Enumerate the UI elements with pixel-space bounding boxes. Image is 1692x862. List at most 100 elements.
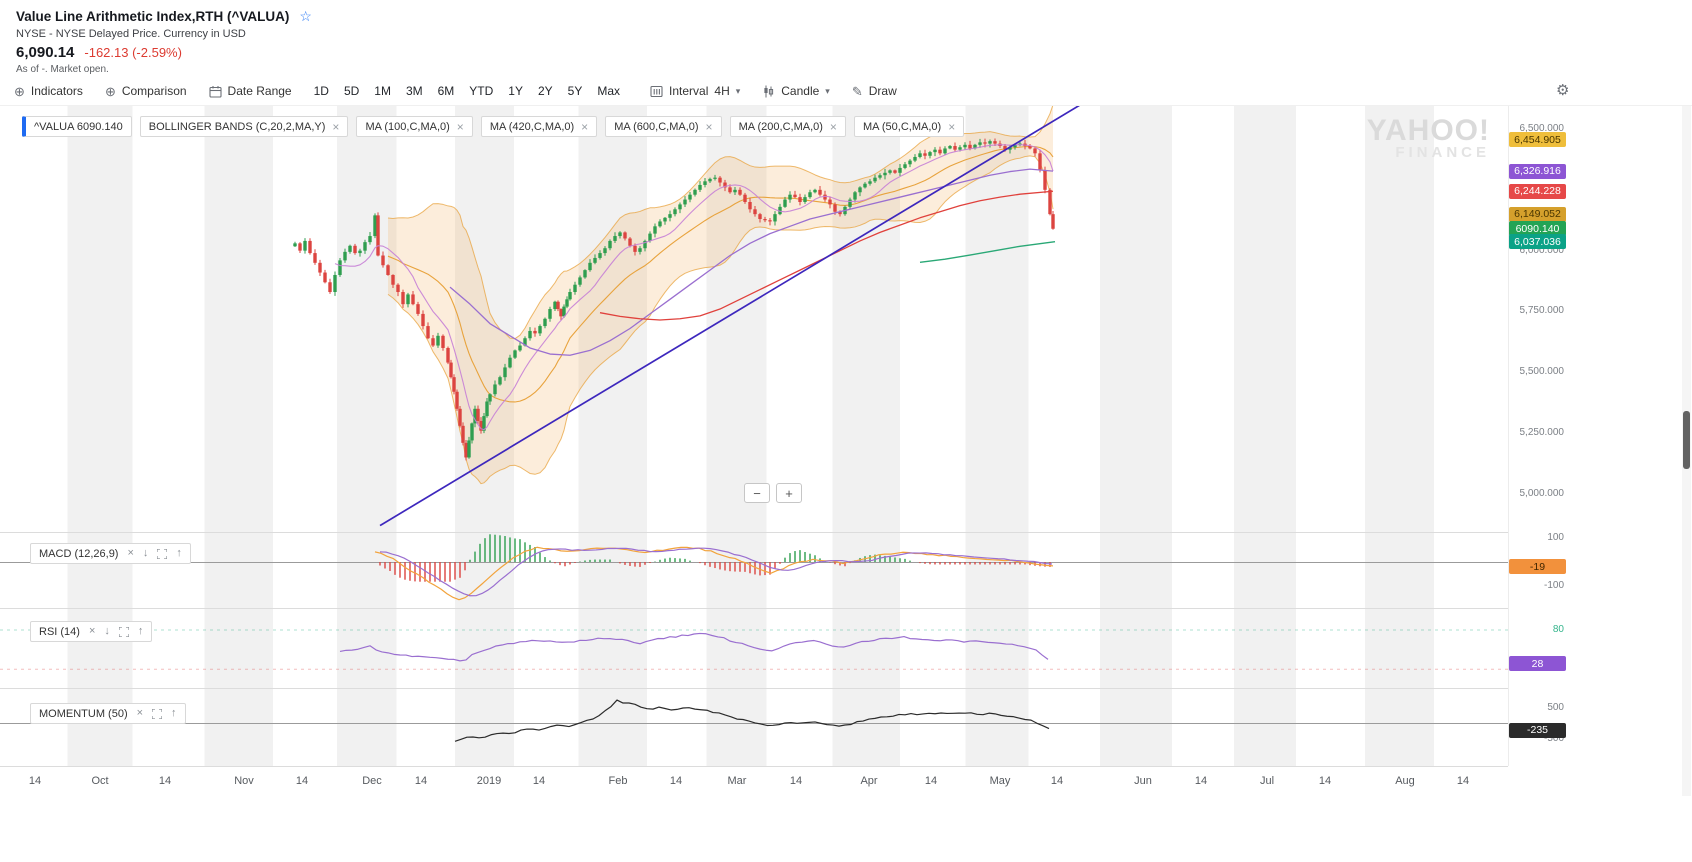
expand-icon[interactable] — [152, 708, 163, 719]
candles — [293, 138, 1055, 461]
axis-badge: 6,149.052 — [1509, 206, 1566, 222]
comparison-label: Comparison — [121, 84, 187, 98]
range-buttons: 1D 5D 1M 3M 6M YTD 1Y 2Y 5Y Max — [314, 84, 620, 98]
close-icon[interactable]: × — [581, 119, 589, 134]
macd-pill[interactable]: MACD (12,26,9) × ↓ ↑ — [30, 543, 191, 564]
x-axis-tick: 14 — [1195, 775, 1207, 787]
chevron-down-icon: ▾ — [735, 85, 741, 96]
indicator-pill[interactable]: MA (50,C,MA,0) × — [853, 116, 965, 137]
close-icon[interactable]: × — [456, 119, 464, 134]
move-up-icon[interactable]: ↑ — [137, 625, 144, 637]
current-price: 6,090.14 — [16, 44, 75, 61]
close-icon[interactable]: × — [705, 119, 713, 134]
candle-icon — [762, 85, 775, 98]
expand-icon[interactable] — [118, 626, 129, 637]
indicator-pill[interactable]: MA (100,C,MA,0) × — [356, 116, 473, 137]
zoom-out-button[interactable]: − — [744, 483, 770, 503]
settings-gear-icon[interactable]: ⚙ — [1556, 82, 1570, 99]
vertical-scrollbar[interactable] — [1682, 106, 1691, 796]
chart-canvas[interactable]: 14 Oct 14 Nov 14 Dec 14 2019 14 Feb 14 Mar 14 Apr 14 Ma… — [0, 106, 1692, 796]
axis-badge: 28 — [1509, 656, 1566, 672]
x-axis-tick: 14 — [533, 775, 545, 787]
momentum-pill[interactable]: MOMENTUM (50) × ↑ — [30, 703, 186, 724]
axis-label: -500 — [1543, 732, 1564, 744]
indicator-pill-label: BOLLINGER BANDS (C,20,2,MA,Y) — [148, 120, 326, 133]
indicator-pill[interactable]: BOLLINGER BANDS (C,20,2,MA,Y) × — [139, 116, 349, 137]
rsi-pane — [0, 629, 1508, 670]
move-down-icon[interactable]: ↓ — [142, 547, 149, 559]
symbol-pill[interactable]: ^VALUA 6090.140 — [22, 116, 132, 137]
x-axis-tick: 14 — [296, 775, 308, 787]
x-axis-tick: Apr — [860, 775, 877, 787]
axis-badge: -19 — [1509, 559, 1566, 575]
move-down-icon[interactable]: ↓ — [104, 625, 110, 637]
indicator-pill-label: MA (50,C,MA,0) — [862, 120, 942, 133]
range-3m-button[interactable]: 3M — [405, 84, 423, 98]
x-axis-tick: 14 — [1319, 775, 1331, 787]
indicator-pill-label: MA (600,C,MA,0) — [614, 120, 699, 133]
chart-type-label: Candle — [781, 84, 820, 98]
indicator-pill-label: MA (100,C,MA,0) — [365, 120, 450, 133]
move-up-icon[interactable]: ↑ — [171, 707, 177, 719]
range-5d-button[interactable]: 5D — [343, 84, 360, 98]
chart-type-dropdown[interactable]: Candle ▾ — [762, 84, 830, 98]
x-axis-tick: 14 — [415, 775, 427, 787]
axis-badge: 6090.140 — [1509, 221, 1566, 237]
indicator-pill[interactable]: MA (600,C,MA,0) × — [605, 116, 722, 137]
chart-area: 14 Oct 14 Nov 14 Dec 14 2019 14 Feb 14 Mar 14 Apr 14 Ma… — [0, 105, 1692, 800]
close-icon[interactable]: × — [136, 707, 144, 719]
indicators-button[interactable]: ⊕ Indicators — [14, 84, 83, 98]
chart-toolbar: ⊕ Indicators ⊕ Comparison Date Range 1D 5… — [14, 80, 1692, 102]
range-6m-button[interactable]: 6M — [437, 84, 455, 98]
draw-label: Draw — [868, 84, 897, 98]
close-icon[interactable]: × — [829, 119, 837, 134]
x-axis-tick: May — [990, 775, 1011, 787]
interval-value: 4H — [714, 84, 730, 98]
axis-label: 5,500.000 — [1519, 366, 1565, 378]
range-5y-button[interactable]: 5Y — [567, 84, 583, 98]
circle-plus-icon: ⊕ — [104, 83, 116, 99]
range-ytd-button[interactable]: YTD — [469, 84, 494, 98]
axis-label: 100 — [1547, 532, 1564, 543]
x-axis-tick: Dec — [362, 775, 382, 787]
axis-badge: 6,037.036 — [1509, 234, 1566, 250]
move-up-icon[interactable]: ↑ — [176, 547, 182, 559]
range-1y-button[interactable]: 1Y — [508, 84, 523, 98]
indicator-pill-label: MA (200,C,MA,0) — [738, 120, 823, 133]
indicator-pill[interactable]: MA (420,C,MA,0) × — [480, 116, 598, 137]
x-axis-tick: 14 — [925, 775, 937, 787]
symbol-pill-label: ^VALUA 6090.140 — [34, 120, 123, 133]
date-range-button[interactable]: Date Range — [208, 84, 292, 98]
axis-badge: 6,326.916 — [1509, 163, 1566, 179]
expand-icon[interactable] — [157, 548, 168, 559]
close-icon[interactable]: × — [127, 547, 134, 559]
rsi-pill[interactable]: RSI (14) × ↓ ↑ — [30, 621, 153, 642]
axis-label: 6,000.000 — [1519, 244, 1565, 256]
x-axis-tick: 14 — [29, 775, 41, 787]
date-range-label: Date Range — [227, 84, 292, 98]
x-axis-tick: Oct — [91, 775, 108, 787]
range-2y-button[interactable]: 2Y — [537, 84, 553, 98]
rsi-pill-label: RSI (14) — [39, 625, 80, 638]
close-icon[interactable]: × — [88, 625, 96, 637]
indicator-pill[interactable]: MA (200,C,MA,0) × — [729, 116, 846, 137]
star-icon[interactable]: ☆ — [299, 8, 312, 24]
range-max-button[interactable]: Max — [597, 84, 621, 98]
close-icon[interactable]: × — [948, 119, 956, 134]
close-icon[interactable]: × — [332, 119, 340, 134]
comparison-button[interactable]: ⊕ Comparison — [105, 84, 187, 98]
calendar-icon — [208, 85, 222, 98]
range-1d-button[interactable]: 1D — [313, 84, 329, 98]
x-axis-tick: 2019 — [477, 775, 501, 787]
axis-label: 6,500.000 — [1519, 123, 1565, 134]
scrollbar-thumb[interactable] — [1683, 411, 1690, 469]
range-1m-button[interactable]: 1M — [374, 84, 391, 98]
axis-badge: 6,454.905 — [1509, 132, 1566, 148]
price-axis: 6,500.000 6,000.000 5,750.000 5,500.000 5,25… — [1506, 106, 1570, 796]
draw-button[interactable]: ✎ Draw — [852, 84, 897, 98]
macd-pill-label: MACD (12,26,9) — [39, 547, 119, 560]
x-axis-tick: 14 — [790, 775, 802, 787]
zoom-in-button[interactable]: + — [776, 483, 802, 503]
interval-dropdown[interactable]: Interval 4H ▾ — [650, 84, 740, 98]
